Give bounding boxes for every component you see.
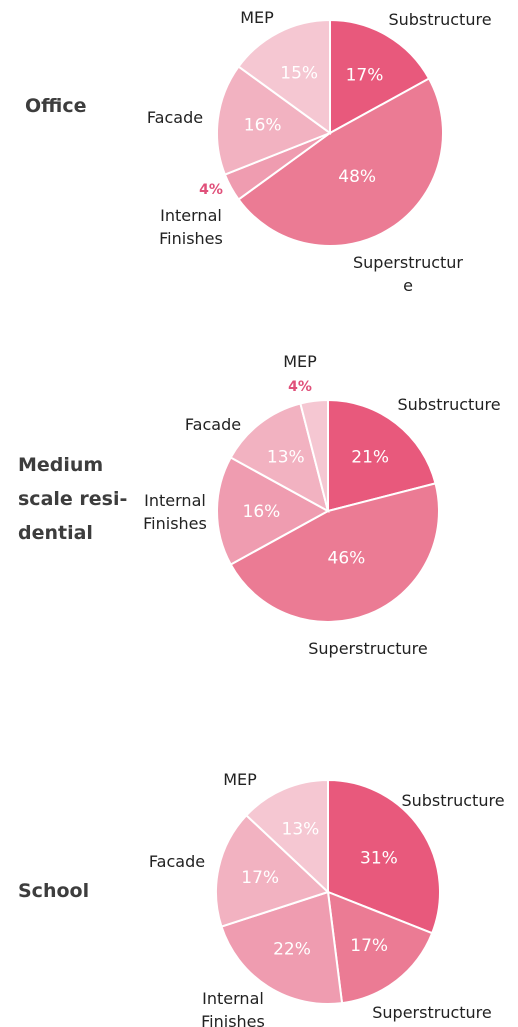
pct-label-internal-finishes: 16% — [243, 502, 281, 522]
slice-name-internal-finishes-line-1: Internal — [160, 206, 222, 225]
slice-name-mep: MEP — [223, 770, 257, 789]
slice-name-superstructure-line-2: e — [403, 276, 413, 295]
chart-school: School 31% Substructure 17% Superstructure 2… — [18, 770, 505, 1027]
chart-medium-scale-residential: Medium scale resi- dential 21% Substructu… — [18, 352, 501, 658]
slice-name-substructure: Substructure — [388, 10, 491, 29]
slice-name-facade: Facade — [185, 415, 241, 434]
chart-title-office: Office — [25, 95, 87, 117]
slice-name-substructure: Substructure — [397, 395, 500, 414]
pct-label-superstructure: 48% — [338, 167, 376, 187]
slice-name-superstructure: Superstructure — [308, 639, 427, 658]
slice-name-superstructure: Superstructure — [372, 1003, 491, 1022]
pie-slice-mep — [299, 398, 329, 512]
slice-name-mep: MEP — [283, 352, 317, 371]
slice-name-facade: Facade — [147, 108, 203, 127]
pct-label-facade: 17% — [241, 868, 279, 888]
slice-name-mep: MEP — [240, 8, 274, 27]
slice-name-substructure: Substructure — [401, 791, 504, 810]
pie-slice-facade — [216, 65, 333, 176]
chart-title-school: School — [18, 880, 89, 902]
pie-slice-mep — [237, 18, 331, 135]
chart-title-residential-line-1: Medium — [18, 454, 103, 476]
pie-school-labels: 31% Substructure 17% Superstructure 22% Inter… — [149, 770, 505, 1027]
pie-residential-labels: 21% Substructure 46% Superstructure 16% Inter… — [143, 352, 500, 658]
pct-label-internal-finishes: 22% — [273, 940, 311, 960]
slice-name-internal-finishes-line-2: Finishes — [143, 514, 207, 533]
pct-label-mep: 13% — [282, 819, 320, 839]
pct-label-mep: 15% — [280, 64, 318, 84]
pct-label-internal-finishes: 4% — [199, 182, 223, 198]
pie-slice-substructure — [327, 778, 441, 935]
pct-label-facade: 13% — [267, 448, 305, 468]
pie-slice-internal-finishes — [220, 890, 344, 1005]
pie-slice-superstructure — [229, 482, 440, 623]
pct-label-superstructure: 46% — [328, 548, 366, 568]
slice-name-internal-finishes-line-1: Internal — [202, 989, 264, 1008]
pct-label-substructure: 31% — [360, 848, 398, 868]
slice-name-internal-finishes-line-2: Finishes — [159, 229, 223, 248]
pct-label-facade: 16% — [244, 116, 282, 136]
pie-slice-superstructure — [237, 77, 444, 247]
pie-slice-superstructure — [326, 890, 434, 1005]
pie-school — [215, 778, 441, 1005]
chart-office: Office 17% Substructure 48% Superstructur e 4… — [25, 8, 492, 295]
pct-label-substructure: 21% — [351, 448, 389, 468]
chart-title-residential-line-3: dential — [18, 522, 93, 544]
pct-label-superstructure: 17% — [350, 936, 388, 956]
chart-title-residential-line-2: scale resi- — [18, 488, 127, 510]
slice-name-internal-finishes-line-2: Finishes — [201, 1012, 265, 1027]
pie-slice-internal-finishes — [216, 456, 331, 566]
slice-name-superstructure-line-1: Superstructur — [353, 253, 463, 272]
pie-slice-substructure — [329, 18, 431, 135]
slice-name-facade: Facade — [149, 852, 205, 871]
pie-residential — [216, 398, 440, 623]
pie-slice-facade — [229, 402, 330, 513]
pct-label-substructure: 17% — [346, 66, 384, 86]
pie-office — [216, 18, 444, 247]
pie-office-labels: 17% Substructure 48% Superstructur e 4% Intern… — [147, 8, 492, 295]
slice-name-internal-finishes-line-1: Internal — [144, 491, 206, 510]
pct-label-mep: 4% — [288, 379, 312, 395]
pie-slice-substructure — [327, 398, 437, 513]
pie-slice-facade — [215, 813, 330, 928]
pie-slice-mep — [244, 778, 329, 895]
